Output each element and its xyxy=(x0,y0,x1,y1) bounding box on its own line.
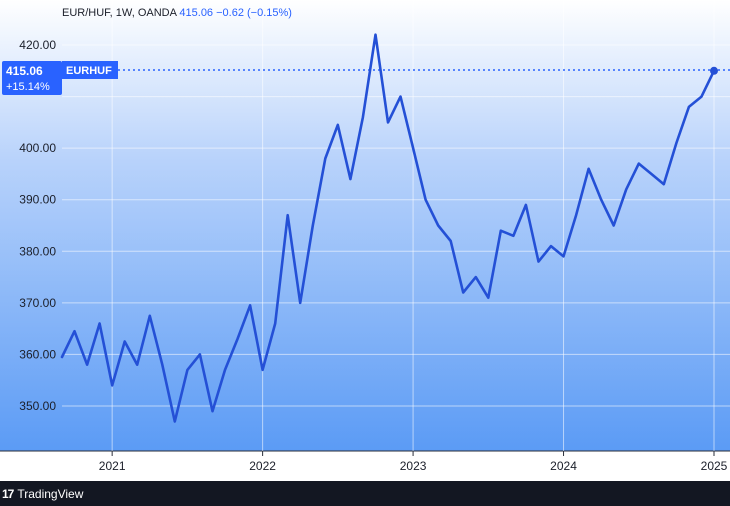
price-badge[interactable]: 415.06 +15.14% EURHUF xyxy=(2,61,118,95)
legend-change: −0.62 (−0.15%) xyxy=(216,7,292,19)
y-tick-label: 350.00 xyxy=(19,399,56,413)
symbol-badge-box xyxy=(62,61,118,79)
footer-brand[interactable]: TradingView xyxy=(17,486,84,501)
x-tick-label: 2021 xyxy=(99,459,126,473)
last-price-marker xyxy=(710,66,718,75)
plot-background xyxy=(0,0,730,451)
y-tick-label: 400.00 xyxy=(19,141,56,155)
series-line-eurhuf xyxy=(60,33,716,423)
legend-interval: 1W xyxy=(116,7,133,19)
x-axis-ticks: 2021 2022 2023 2024 2025 xyxy=(99,451,728,473)
svg-text:EUR/HUF, 1W, OANDA 415.06 −0.: EUR/HUF, 1W, OANDA 415.06 −0.62 (−0.15%) xyxy=(62,7,292,19)
legend-source: OANDA xyxy=(138,7,178,19)
price-badge-box xyxy=(2,61,62,95)
y-tick-label: 380.00 xyxy=(19,244,56,258)
y-tick-label: 390.00 xyxy=(19,193,56,207)
footer-bar: 17 TradingView xyxy=(0,481,730,506)
x-tick-label: 2022 xyxy=(249,459,276,473)
price-badge-price: 415.06 xyxy=(6,64,43,78)
y-axis-ticks: 350.00 360.00 370.00 380.00 390.00 400.00 420.… xyxy=(19,38,56,413)
symbol-badge-label: EURHUF xyxy=(66,65,112,77)
x-tick-label: 2024 xyxy=(550,459,577,473)
tradingview-logo-icon[interactable]: 17 xyxy=(2,486,14,501)
grid-lines xyxy=(62,0,730,451)
legend: EUR/HUF, 1W, OANDA 415.06 −0.62 (−0.15%) xyxy=(62,7,292,19)
x-tick-label: 2023 xyxy=(400,459,427,473)
x-tick-label: 2025 xyxy=(701,459,728,473)
y-tick-label: 370.00 xyxy=(19,296,56,310)
price-badge-pct: +15.14% xyxy=(6,81,50,93)
y-tick-label: 360.00 xyxy=(19,347,56,361)
legend-symbol: EUR/HUF xyxy=(62,7,111,19)
legend-last: 415.06 xyxy=(179,7,213,19)
x-axis-band xyxy=(0,451,730,481)
y-tick-label: 420.00 xyxy=(19,38,56,52)
